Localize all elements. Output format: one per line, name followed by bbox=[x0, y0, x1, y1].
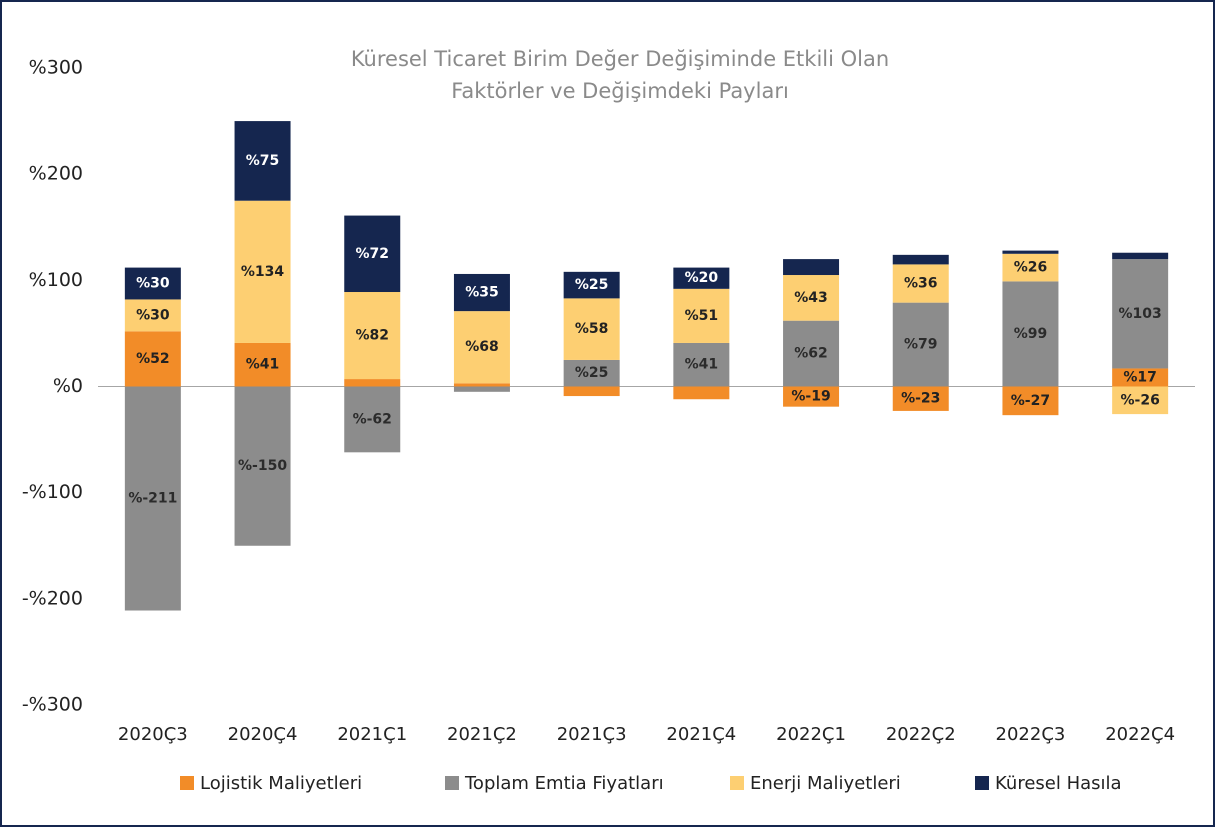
data-label: %-26 bbox=[1120, 392, 1159, 408]
data-label: %41 bbox=[685, 357, 719, 373]
data-label: %20 bbox=[685, 270, 719, 286]
bar-segment bbox=[344, 379, 401, 387]
bar-segment bbox=[234, 121, 291, 201]
x-tick-label: 2022Ç4 bbox=[1105, 724, 1175, 745]
bar-segment bbox=[124, 331, 181, 387]
bar-segment bbox=[344, 215, 401, 293]
y-tick-label: -%200 bbox=[22, 587, 83, 609]
bar-segment bbox=[673, 342, 730, 387]
bar-segment bbox=[124, 386, 181, 611]
data-label: %79 bbox=[904, 337, 938, 353]
data-label: %-150 bbox=[238, 458, 287, 474]
data-label: %25 bbox=[575, 365, 609, 381]
legend-swatch bbox=[445, 776, 459, 790]
bar-segment bbox=[1112, 259, 1169, 369]
bar-segment bbox=[1112, 252, 1169, 260]
x-tick-label: 2020Ç4 bbox=[228, 724, 298, 745]
x-tick-label: 2021Ç3 bbox=[557, 724, 627, 745]
data-label: %103 bbox=[1119, 306, 1162, 322]
chart-title: Küresel Ticaret Birim Değer Değişiminde … bbox=[351, 47, 889, 71]
bar-segment bbox=[673, 267, 730, 289]
bar-segment bbox=[453, 311, 510, 384]
bar-segment bbox=[563, 271, 620, 299]
bar-segment bbox=[453, 273, 510, 312]
data-label: %36 bbox=[904, 276, 938, 292]
y-tick-label: %0 bbox=[53, 375, 83, 397]
bar-segment bbox=[1002, 281, 1059, 387]
bar-segment bbox=[783, 386, 840, 407]
bar-segment bbox=[344, 292, 401, 380]
x-tick-label: 2021Ç4 bbox=[666, 724, 736, 745]
x-tick-label: 2022Ç1 bbox=[776, 724, 846, 745]
data-label: %-27 bbox=[1011, 393, 1050, 409]
bar-segment bbox=[234, 200, 291, 343]
y-tick-label: %100 bbox=[29, 269, 83, 291]
bar-segment bbox=[673, 288, 730, 343]
bar-segment bbox=[1002, 253, 1059, 282]
bar-segment bbox=[892, 302, 949, 387]
chart-title: Faktörler ve Değişimdeki Payları bbox=[451, 79, 789, 103]
bar-segment bbox=[892, 254, 949, 265]
data-label: %35 bbox=[465, 285, 499, 301]
bar-segment bbox=[234, 386, 291, 546]
y-tick-label: %300 bbox=[29, 57, 83, 79]
legend-swatch bbox=[180, 776, 194, 790]
bar-segment bbox=[783, 275, 840, 321]
bar-segment bbox=[1002, 386, 1059, 416]
bar-segment bbox=[124, 299, 181, 332]
bar-segment bbox=[453, 386, 510, 392]
y-tick-label: %200 bbox=[29, 163, 83, 185]
data-label: %58 bbox=[575, 321, 609, 337]
bar-segment bbox=[673, 386, 730, 400]
data-label: %30 bbox=[136, 276, 170, 292]
data-label: %-23 bbox=[901, 391, 940, 407]
data-label: %134 bbox=[241, 264, 285, 280]
bar-segment bbox=[1002, 250, 1059, 254]
data-label: %26 bbox=[1014, 260, 1048, 276]
data-label: %-19 bbox=[791, 389, 830, 405]
bar-segment bbox=[563, 386, 620, 397]
data-label: %-62 bbox=[353, 411, 392, 427]
bar-segment bbox=[892, 264, 949, 303]
bar-segment bbox=[892, 386, 949, 411]
x-tick-label: 2021Ç2 bbox=[447, 724, 517, 745]
bar-segment bbox=[453, 383, 510, 387]
data-label: %68 bbox=[465, 339, 499, 355]
bar-segment bbox=[563, 359, 620, 387]
data-label: %43 bbox=[794, 290, 828, 306]
y-tick-label: -%100 bbox=[22, 481, 83, 503]
y-tick-label: -%300 bbox=[22, 694, 83, 716]
data-label: %25 bbox=[575, 277, 609, 293]
bar-segment bbox=[783, 320, 840, 387]
bar-segment bbox=[783, 259, 840, 276]
bar-segment bbox=[124, 267, 181, 300]
bar-segment bbox=[234, 342, 291, 387]
legend-label: Küresel Hasıla bbox=[995, 773, 1122, 794]
data-label: %51 bbox=[685, 308, 719, 324]
x-tick-label: 2022Ç3 bbox=[996, 724, 1066, 745]
data-label: %62 bbox=[794, 346, 828, 362]
legend-label: Lojistik Maliyetleri bbox=[200, 773, 362, 794]
data-label: %30 bbox=[136, 307, 170, 323]
data-label: %41 bbox=[246, 357, 280, 373]
x-tick-label: 2020Ç3 bbox=[118, 724, 188, 745]
data-label: %82 bbox=[355, 328, 389, 344]
bar-segment bbox=[1112, 368, 1169, 387]
data-label: %-211 bbox=[128, 491, 177, 507]
data-label: %99 bbox=[1014, 326, 1048, 342]
x-tick-label: 2021Ç1 bbox=[337, 724, 407, 745]
x-tick-label: 2022Ç2 bbox=[886, 724, 956, 745]
data-label: %75 bbox=[246, 153, 280, 169]
legend-swatch bbox=[975, 776, 989, 790]
data-label: %52 bbox=[136, 351, 170, 367]
legend-swatch bbox=[730, 776, 744, 790]
bar-segment bbox=[1112, 386, 1169, 415]
bar-segment bbox=[563, 298, 620, 360]
data-label: %17 bbox=[1123, 369, 1157, 385]
data-label: %72 bbox=[355, 246, 389, 262]
bar-segment bbox=[344, 386, 401, 453]
legend-label: Enerji Maliyetleri bbox=[750, 773, 901, 794]
legend-label: Toplam Emtia Fiyatları bbox=[464, 773, 664, 794]
